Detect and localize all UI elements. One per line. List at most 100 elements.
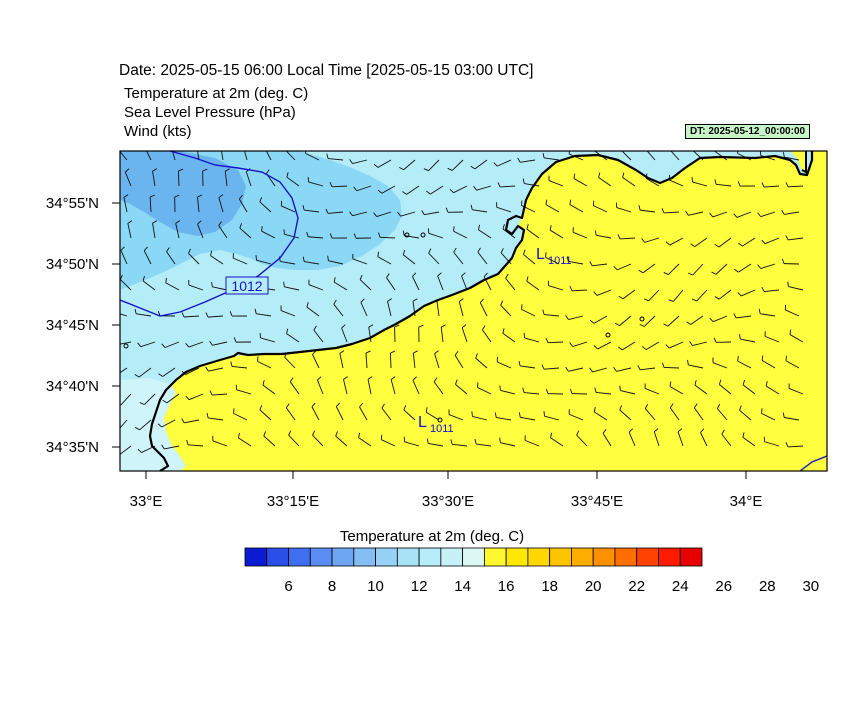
wind-barb bbox=[137, 341, 156, 348]
lon-tick-label: 33°45'E bbox=[571, 493, 623, 510]
wind-barb bbox=[161, 444, 180, 450]
wind-barb bbox=[477, 382, 492, 395]
wind-barb bbox=[566, 256, 584, 265]
wind-barb bbox=[461, 272, 468, 291]
wind-barb bbox=[120, 274, 132, 291]
wind-barb bbox=[593, 341, 612, 350]
wind-barb bbox=[143, 246, 152, 265]
wind-barb bbox=[120, 367, 128, 374]
wind-barb bbox=[235, 384, 252, 395]
wind-barb bbox=[449, 185, 468, 194]
wind-barb bbox=[477, 247, 488, 265]
wind-barb bbox=[445, 207, 464, 213]
wind-barb bbox=[238, 194, 248, 213]
colorbar-label: 14 bbox=[454, 578, 471, 595]
wind-barb bbox=[522, 178, 540, 187]
wind-barb bbox=[734, 263, 752, 273]
wind-barb bbox=[286, 172, 300, 187]
svg-text:1012: 1012 bbox=[231, 278, 262, 294]
wind-barb bbox=[162, 393, 180, 404]
colorbar-label: 8 bbox=[328, 578, 336, 595]
wind-barb bbox=[423, 159, 440, 172]
wind-barb bbox=[244, 151, 248, 161]
wind-barb bbox=[548, 175, 564, 187]
colorbar-swatch bbox=[353, 547, 376, 567]
colorbar-swatch bbox=[288, 547, 311, 567]
wind-barb bbox=[335, 431, 348, 447]
wind-barb bbox=[669, 403, 680, 421]
wind-barb bbox=[209, 390, 228, 396]
wind-barb bbox=[523, 332, 540, 343]
wind-barb bbox=[758, 308, 776, 317]
date-line: Date: 2025-05-15 06:00 Local Time [2025-… bbox=[119, 62, 534, 79]
wind-barb bbox=[619, 405, 632, 421]
wind-barb bbox=[166, 247, 176, 265]
wind-barb bbox=[455, 379, 468, 395]
colorbar-label: 24 bbox=[672, 578, 689, 595]
wind-barb bbox=[259, 405, 272, 421]
wind-barb bbox=[359, 402, 368, 421]
wind-barb bbox=[687, 263, 704, 276]
wind-barb bbox=[618, 341, 636, 351]
wind-barb bbox=[742, 432, 756, 447]
wind-barb bbox=[712, 357, 728, 369]
colorbar-swatch bbox=[527, 547, 551, 567]
temperature-colorbar: 6 8 10 12 14 16 18 20 22 24 26 28 30 bbox=[244, 547, 819, 595]
wind-barb bbox=[428, 248, 440, 265]
wind-barb bbox=[733, 211, 752, 218]
wind-barb bbox=[386, 273, 396, 291]
wind-barb bbox=[306, 302, 320, 317]
wind-barb bbox=[545, 252, 560, 265]
wind-barb bbox=[765, 381, 780, 395]
wind-barb bbox=[186, 439, 204, 447]
wind-barb bbox=[257, 356, 272, 369]
longitude-axis: 33°E 33°15'E 33°30'E 33°45'E 34°E bbox=[130, 471, 762, 510]
wind-barb bbox=[120, 445, 132, 455]
coast-tip bbox=[801, 151, 807, 174]
wind-barb bbox=[450, 439, 468, 447]
wind-barb bbox=[471, 411, 488, 421]
wind-barb bbox=[711, 263, 728, 275]
svg-text:L: L bbox=[418, 414, 427, 431]
wind-barb bbox=[593, 407, 608, 421]
colorbar-swatch bbox=[592, 547, 616, 567]
wind-barb bbox=[663, 315, 680, 327]
wind-barb bbox=[259, 197, 272, 213]
wind-barb bbox=[124, 168, 132, 187]
wind-barb bbox=[592, 200, 608, 213]
wind-barb bbox=[716, 403, 728, 421]
wind-barb bbox=[665, 341, 684, 349]
colorbar-title: Temperature at 2m (deg. C) bbox=[339, 528, 525, 545]
wind-barb bbox=[312, 350, 320, 369]
wind-barb bbox=[733, 313, 752, 319]
wind-barb bbox=[787, 281, 804, 291]
wind-barb bbox=[618, 289, 636, 300]
variable-temperature: Temperature at 2m (deg. C) bbox=[124, 85, 309, 102]
wind-barb bbox=[177, 168, 184, 187]
wind-barb bbox=[134, 308, 152, 317]
wind-barb bbox=[210, 250, 224, 265]
wind-barb bbox=[518, 412, 536, 421]
wind-barb bbox=[341, 324, 348, 343]
wind-barb bbox=[593, 289, 612, 296]
colorbar-swatch bbox=[331, 547, 355, 567]
svg-text:1011: 1011 bbox=[430, 423, 454, 435]
map-frame bbox=[119, 150, 828, 472]
wind-barb bbox=[349, 159, 368, 164]
wind-barb bbox=[377, 251, 392, 265]
wind-barb bbox=[502, 328, 516, 343]
lat-tick-label: 34°50'N bbox=[46, 256, 99, 273]
low-marker-north: L 1011 bbox=[536, 246, 572, 267]
wind-barb bbox=[254, 308, 272, 317]
wind-barb bbox=[289, 377, 300, 395]
wind-barb bbox=[613, 366, 632, 372]
wind-barb bbox=[440, 324, 446, 343]
wind-barb bbox=[261, 226, 276, 239]
wind-barb bbox=[426, 185, 444, 195]
colorbar-swatch bbox=[679, 547, 703, 567]
wind-barb bbox=[789, 329, 804, 343]
wind-barb bbox=[541, 364, 560, 370]
wind-barb bbox=[165, 277, 180, 291]
wind-barb bbox=[739, 405, 752, 421]
wind-barb bbox=[638, 205, 656, 213]
